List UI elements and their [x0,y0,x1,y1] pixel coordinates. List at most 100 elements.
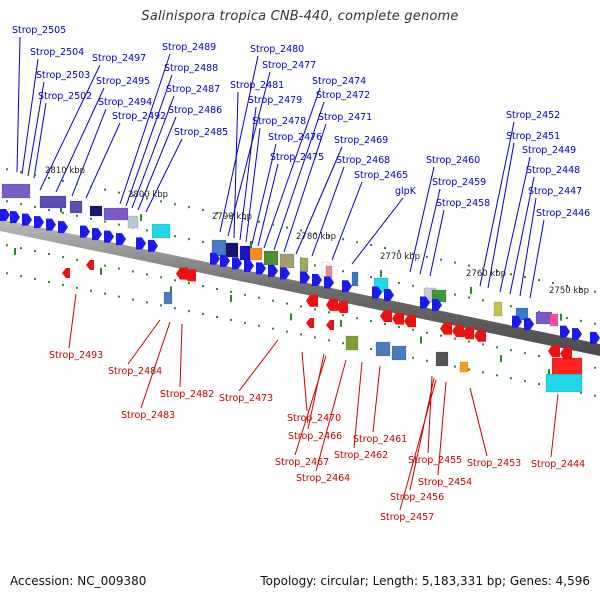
tick-dot [174,307,176,310]
reverse-gene-label: Strop_2466 [288,431,342,442]
feature-box [263,250,279,266]
forward-leader-line [351,197,404,265]
forward-gene-arrow [92,228,102,241]
tick-dot [328,235,330,238]
feature-box [535,311,553,325]
reverse-leader-line [469,387,488,457]
forward-gene-arrow [10,211,20,224]
tick-dot [342,270,344,273]
forward-leader-line [55,87,105,193]
forward-gene-arrow [524,318,534,331]
forward-leader-line [16,36,21,173]
forward-leader-line [85,122,121,199]
kbp-tick [380,270,382,278]
forward-gene-arrow [432,299,442,311]
tick-dot [426,331,428,334]
kbp-tick [548,369,550,377]
feature-box [163,291,173,305]
tick-dot [440,334,442,337]
tick-dot [440,258,442,261]
feature-box [375,341,391,357]
tick-dot [454,365,456,368]
reverse-gene-label: Strop_2483 [121,410,175,421]
tick-dot [104,188,106,191]
reverse-leader-line [127,319,161,365]
forward-gene-label: Strop_2469 [334,135,388,146]
tick-dot [272,299,274,302]
reverse-gene-arrow [560,347,572,360]
tick-dot [104,292,106,295]
forward-gene-label: Strop_2448 [526,165,580,176]
tick-dot [146,229,148,232]
forward-gene-label: Strop_2452 [506,110,560,121]
forward-gene-label: Strop_2489 [162,42,216,53]
reverse-leader-line [68,293,77,349]
tick-dot [118,223,120,226]
tick-dot [496,346,498,349]
genome-summary-text: Topology: circular; Length: 5,183,331 bp… [260,574,590,588]
tick-dot [342,314,344,317]
kbp-label: 2800 kbp [128,190,168,200]
tick-dot [90,185,92,188]
reverse-gene-label: Strop_2464 [296,473,350,484]
forward-gene-label: Strop_2475 [270,152,324,163]
tick-dot [314,264,316,267]
kbp-label: 2750 kbp [549,286,589,296]
forward-leader-line [529,219,545,299]
forward-gene-arrow [232,257,242,270]
feature-box [493,301,503,317]
tick-dot [342,342,344,345]
tick-dot [286,226,288,229]
tick-dot [510,377,512,380]
reverse-gene-label: Strop_2484 [108,366,162,377]
reverse-gene-arrow [326,320,334,330]
forward-gene-label: Strop_2487 [166,84,220,95]
tick-dot [76,286,78,289]
tick-dot [20,171,22,174]
tick-dot [356,317,358,320]
tick-dot [370,348,372,351]
forward-gene-label: Strop_2492 [112,111,166,122]
forward-gene-label: Strop_2460 [426,155,480,166]
feature-box [325,265,333,279]
forward-gene-label: Strop_2459 [432,177,486,188]
forward-gene-label: Strop_2458 [436,198,490,209]
kbp-tick [250,241,252,249]
reverse-leader-line [427,375,433,454]
tick-dot [20,203,22,206]
tick-dot [538,355,540,358]
tick-dot [594,366,596,369]
tick-dot [6,200,8,203]
tick-dot [384,247,386,249]
feature-box [435,351,449,367]
tick-dot [300,229,302,232]
tick-dot [496,270,498,273]
reverse-gene-label: Strop_2454 [418,477,472,488]
reverse-gene-label: Strop_2456 [390,492,444,503]
kbp-tick [170,286,172,294]
tick-dot [426,359,428,362]
forward-gene-label: Strop_2505 [12,25,66,36]
tick-dot [34,174,36,177]
tick-dot [258,296,260,299]
tick-dot [552,282,554,284]
reverse-leader-line [307,353,325,430]
reverse-leader-line [353,361,363,449]
tick-dot [482,299,484,302]
reverse-gene-label: Strop_2462 [334,450,388,461]
tick-dot [90,289,92,292]
forward-leader-line [311,166,345,257]
forward-gene-arrow [80,225,90,238]
reverse-gene-arrow [86,260,94,270]
tick-dot [34,250,36,253]
tick-dot [314,308,316,311]
tick-dot [62,283,64,286]
tick-dot [146,197,148,200]
tick-dot [34,278,36,281]
feature-box [69,200,83,214]
tick-dot [244,217,246,220]
forward-gene-label: Strop_2504 [30,47,84,58]
feature-box [249,247,263,261]
forward-leader-line [419,188,441,275]
tick-dot [454,337,456,340]
